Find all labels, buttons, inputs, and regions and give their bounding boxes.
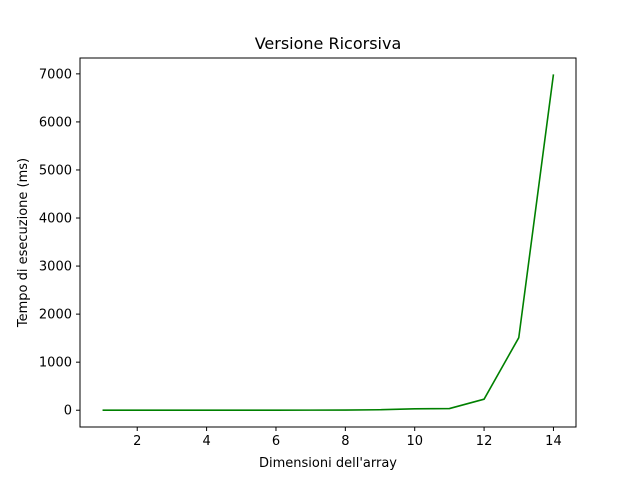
y-tick-label: 2000 <box>39 308 72 323</box>
y-tick-label: 5000 <box>39 163 72 178</box>
x-axis-label: Dimensioni dell'array <box>259 456 397 471</box>
y-tick-label: 3000 <box>39 260 72 275</box>
x-tick-label: 10 <box>406 434 423 449</box>
plot-frame <box>79 57 577 428</box>
x-ticks: 2 4 6 8 10 12 14 <box>133 427 562 449</box>
x-tick-label: 2 <box>133 434 141 449</box>
x-tick-label: 8 <box>341 434 349 449</box>
y-axis-label: Tempo di esecuzione (ms) <box>16 158 31 328</box>
x-tick-label: 12 <box>476 434 493 449</box>
y-tick-label: 6000 <box>39 115 72 130</box>
y-ticks: 0 1000 2000 3000 4000 5000 6000 7000 <box>39 67 80 419</box>
x-tick-label: 4 <box>202 434 210 449</box>
y-tick-label: 4000 <box>39 212 72 227</box>
x-tick-label: 6 <box>272 434 280 449</box>
series-group <box>102 74 555 412</box>
y-tick-label: 1000 <box>39 356 72 371</box>
x-tick-label: 14 <box>545 434 562 449</box>
y-tick-label: 0 <box>64 404 72 419</box>
series-line <box>102 74 555 412</box>
chart-title: Versione Ricorsiva <box>255 34 402 53</box>
y-tick-label: 7000 <box>39 67 72 82</box>
